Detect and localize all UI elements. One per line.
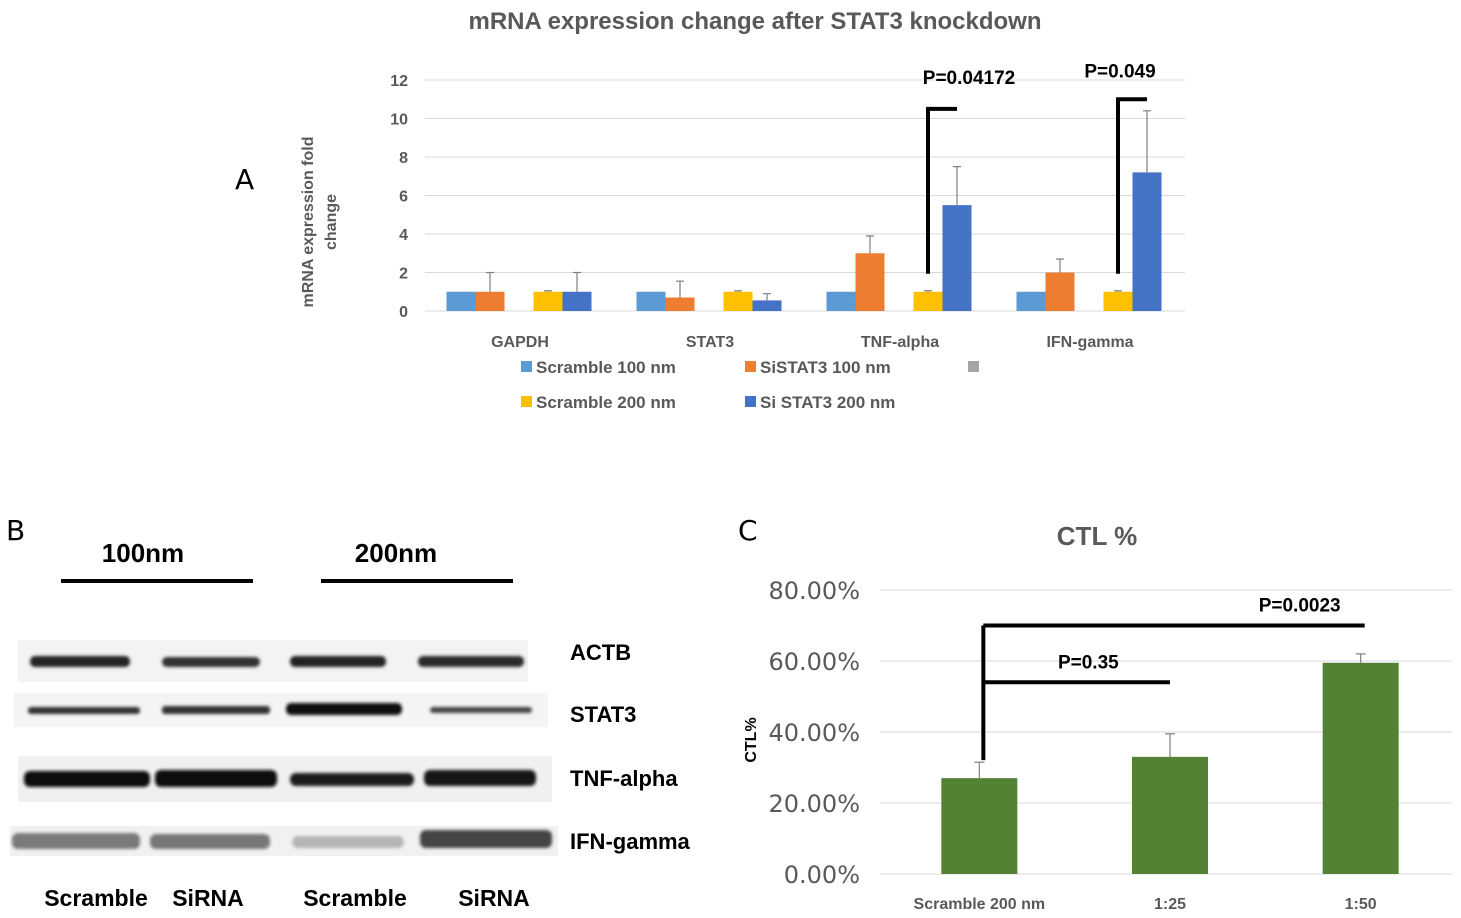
chart-a-xtick: IFN-gamma	[1046, 334, 1133, 351]
band-stat3-2	[162, 706, 270, 714]
band-ifn-2	[150, 834, 270, 849]
chart-a-ylabel-line1: mRNA expression fold	[300, 137, 317, 308]
chart-a-bar	[533, 291, 563, 311]
band-stat3-3	[286, 703, 402, 715]
chart-a-bar	[723, 291, 753, 311]
chart-c-ytick: 80.00%	[768, 577, 860, 605]
chart-a-legend-swatch	[745, 396, 756, 407]
chart-c-pvalue: P=0.0023	[1259, 596, 1341, 617]
chart-c-bar	[1132, 756, 1208, 874]
chart-a-significance-bracket	[1116, 97, 1147, 274]
chart-a-bar	[1103, 291, 1133, 311]
chart-a-bar	[562, 291, 592, 311]
chart-a-ylabel-line2: change	[323, 194, 340, 250]
band-tnf-4	[424, 770, 536, 786]
chart-c-ytick: 0.00%	[784, 861, 860, 889]
chart-a-bar	[1132, 172, 1162, 311]
chart-c-bar	[941, 778, 1018, 874]
band-ifn-4	[420, 830, 552, 848]
blot-label-tnf: TNF-alpha	[570, 766, 678, 791]
band-actb-4	[418, 656, 524, 667]
panel-label-a: A	[235, 163, 254, 196]
chart-a-xtick: TNF-alpha	[861, 334, 939, 351]
western-blot: 100nm 200nm	[10, 538, 691, 911]
chart-a-bar	[752, 300, 782, 311]
chart-a-bar	[636, 291, 666, 311]
chart-a-xtick: STAT3	[686, 334, 734, 351]
chart-c-ytick: 20.00%	[768, 790, 860, 818]
chart-a-legend-label: Si STAT3 200 nm	[760, 393, 895, 412]
chart-a-xtick: GAPDH	[491, 334, 549, 351]
chart-a-bar	[475, 291, 505, 311]
chart-a-bar	[1045, 272, 1075, 311]
chart-a-bar	[446, 291, 476, 311]
chart-c-ytick: 40.00%	[768, 719, 860, 747]
blot-conc-200: 200nm	[355, 538, 437, 568]
blot-lane-2: SiRNA	[172, 885, 244, 911]
chart-a-ytick: 10	[390, 112, 408, 129]
chart-c-xtick: Scramble 200 nm	[914, 896, 1046, 913]
band-tnf-1	[24, 771, 150, 787]
chart-a-significance-bracket	[926, 106, 957, 274]
chart-a-ytick: 4	[399, 227, 408, 244]
blot-lane-3: Scramble	[303, 885, 407, 911]
chart-a-bar	[665, 297, 695, 311]
chart-a-ytick: 6	[399, 189, 408, 206]
chart-a-ytick: 8	[399, 150, 408, 167]
chart-a-ytick: 0	[399, 304, 408, 321]
chart-a-title: mRNA expression change after STAT3 knock…	[468, 8, 1041, 35]
band-tnf-3	[290, 773, 414, 786]
panel-label-c: C	[738, 514, 758, 547]
blot-lane-4: SiRNA	[458, 885, 530, 911]
band-actb-2	[162, 657, 260, 667]
blot-label-actb: ACTB	[570, 640, 631, 665]
chart-c-ytick: 60.00%	[768, 648, 860, 676]
chart-c-bar	[1322, 662, 1399, 874]
chart-c-title: CTL %	[1057, 521, 1137, 551]
chart-a-ytick: 2	[399, 266, 408, 283]
band-actb-3	[290, 656, 386, 667]
band-tnf-2	[155, 770, 277, 787]
chart-a-legend-label: SiSTAT3 100 nm	[760, 358, 891, 377]
chart-a-legend-swatch	[968, 361, 979, 372]
band-stat3-4	[430, 707, 532, 713]
chart-a-bar	[855, 253, 885, 311]
chart-c-xtick: 1:25	[1154, 896, 1186, 913]
chart-a-legend-label: Scramble 200 nm	[536, 393, 676, 412]
chart-c-xtick: 1:50	[1345, 896, 1377, 913]
chart-c-ylabel: CTL%	[743, 717, 760, 762]
chart-a-ytick: 12	[390, 73, 408, 90]
band-actb-1	[30, 656, 130, 667]
chart-c: CTL % CTL% 0.00% 20.00% 40.00% 60.00% 80.00%…	[743, 521, 1452, 913]
chart-a-pvalue: P=0.04172	[923, 68, 1015, 89]
panel-label-b: B	[6, 514, 25, 547]
chart-a-bar	[826, 291, 856, 311]
blot-conc-100: 100nm	[102, 538, 184, 568]
chart-a-bar	[913, 291, 943, 311]
chart-a-legend-swatch	[521, 396, 532, 407]
band-ifn-3	[292, 836, 404, 848]
chart-a-pvalue: P=0.049	[1084, 61, 1155, 82]
chart-a-legend-swatch	[745, 361, 756, 372]
chart-a-legend-swatch	[521, 361, 532, 372]
chart-a-legend-label: Scramble 100 nm	[536, 358, 676, 377]
chart-a-bar	[942, 205, 972, 311]
chart-c-pvalue: P=0.35	[1058, 652, 1119, 673]
blot-label-stat3: STAT3	[570, 702, 636, 727]
band-stat3-1	[28, 707, 140, 714]
chart-a-bar	[1016, 291, 1046, 311]
blot-lane-1: Scramble	[44, 885, 148, 911]
blot-label-ifn: IFN-gamma	[570, 829, 691, 854]
chart-a: mRNA expression change after STAT3 knock…	[300, 8, 1185, 412]
band-ifn-1	[12, 833, 140, 849]
